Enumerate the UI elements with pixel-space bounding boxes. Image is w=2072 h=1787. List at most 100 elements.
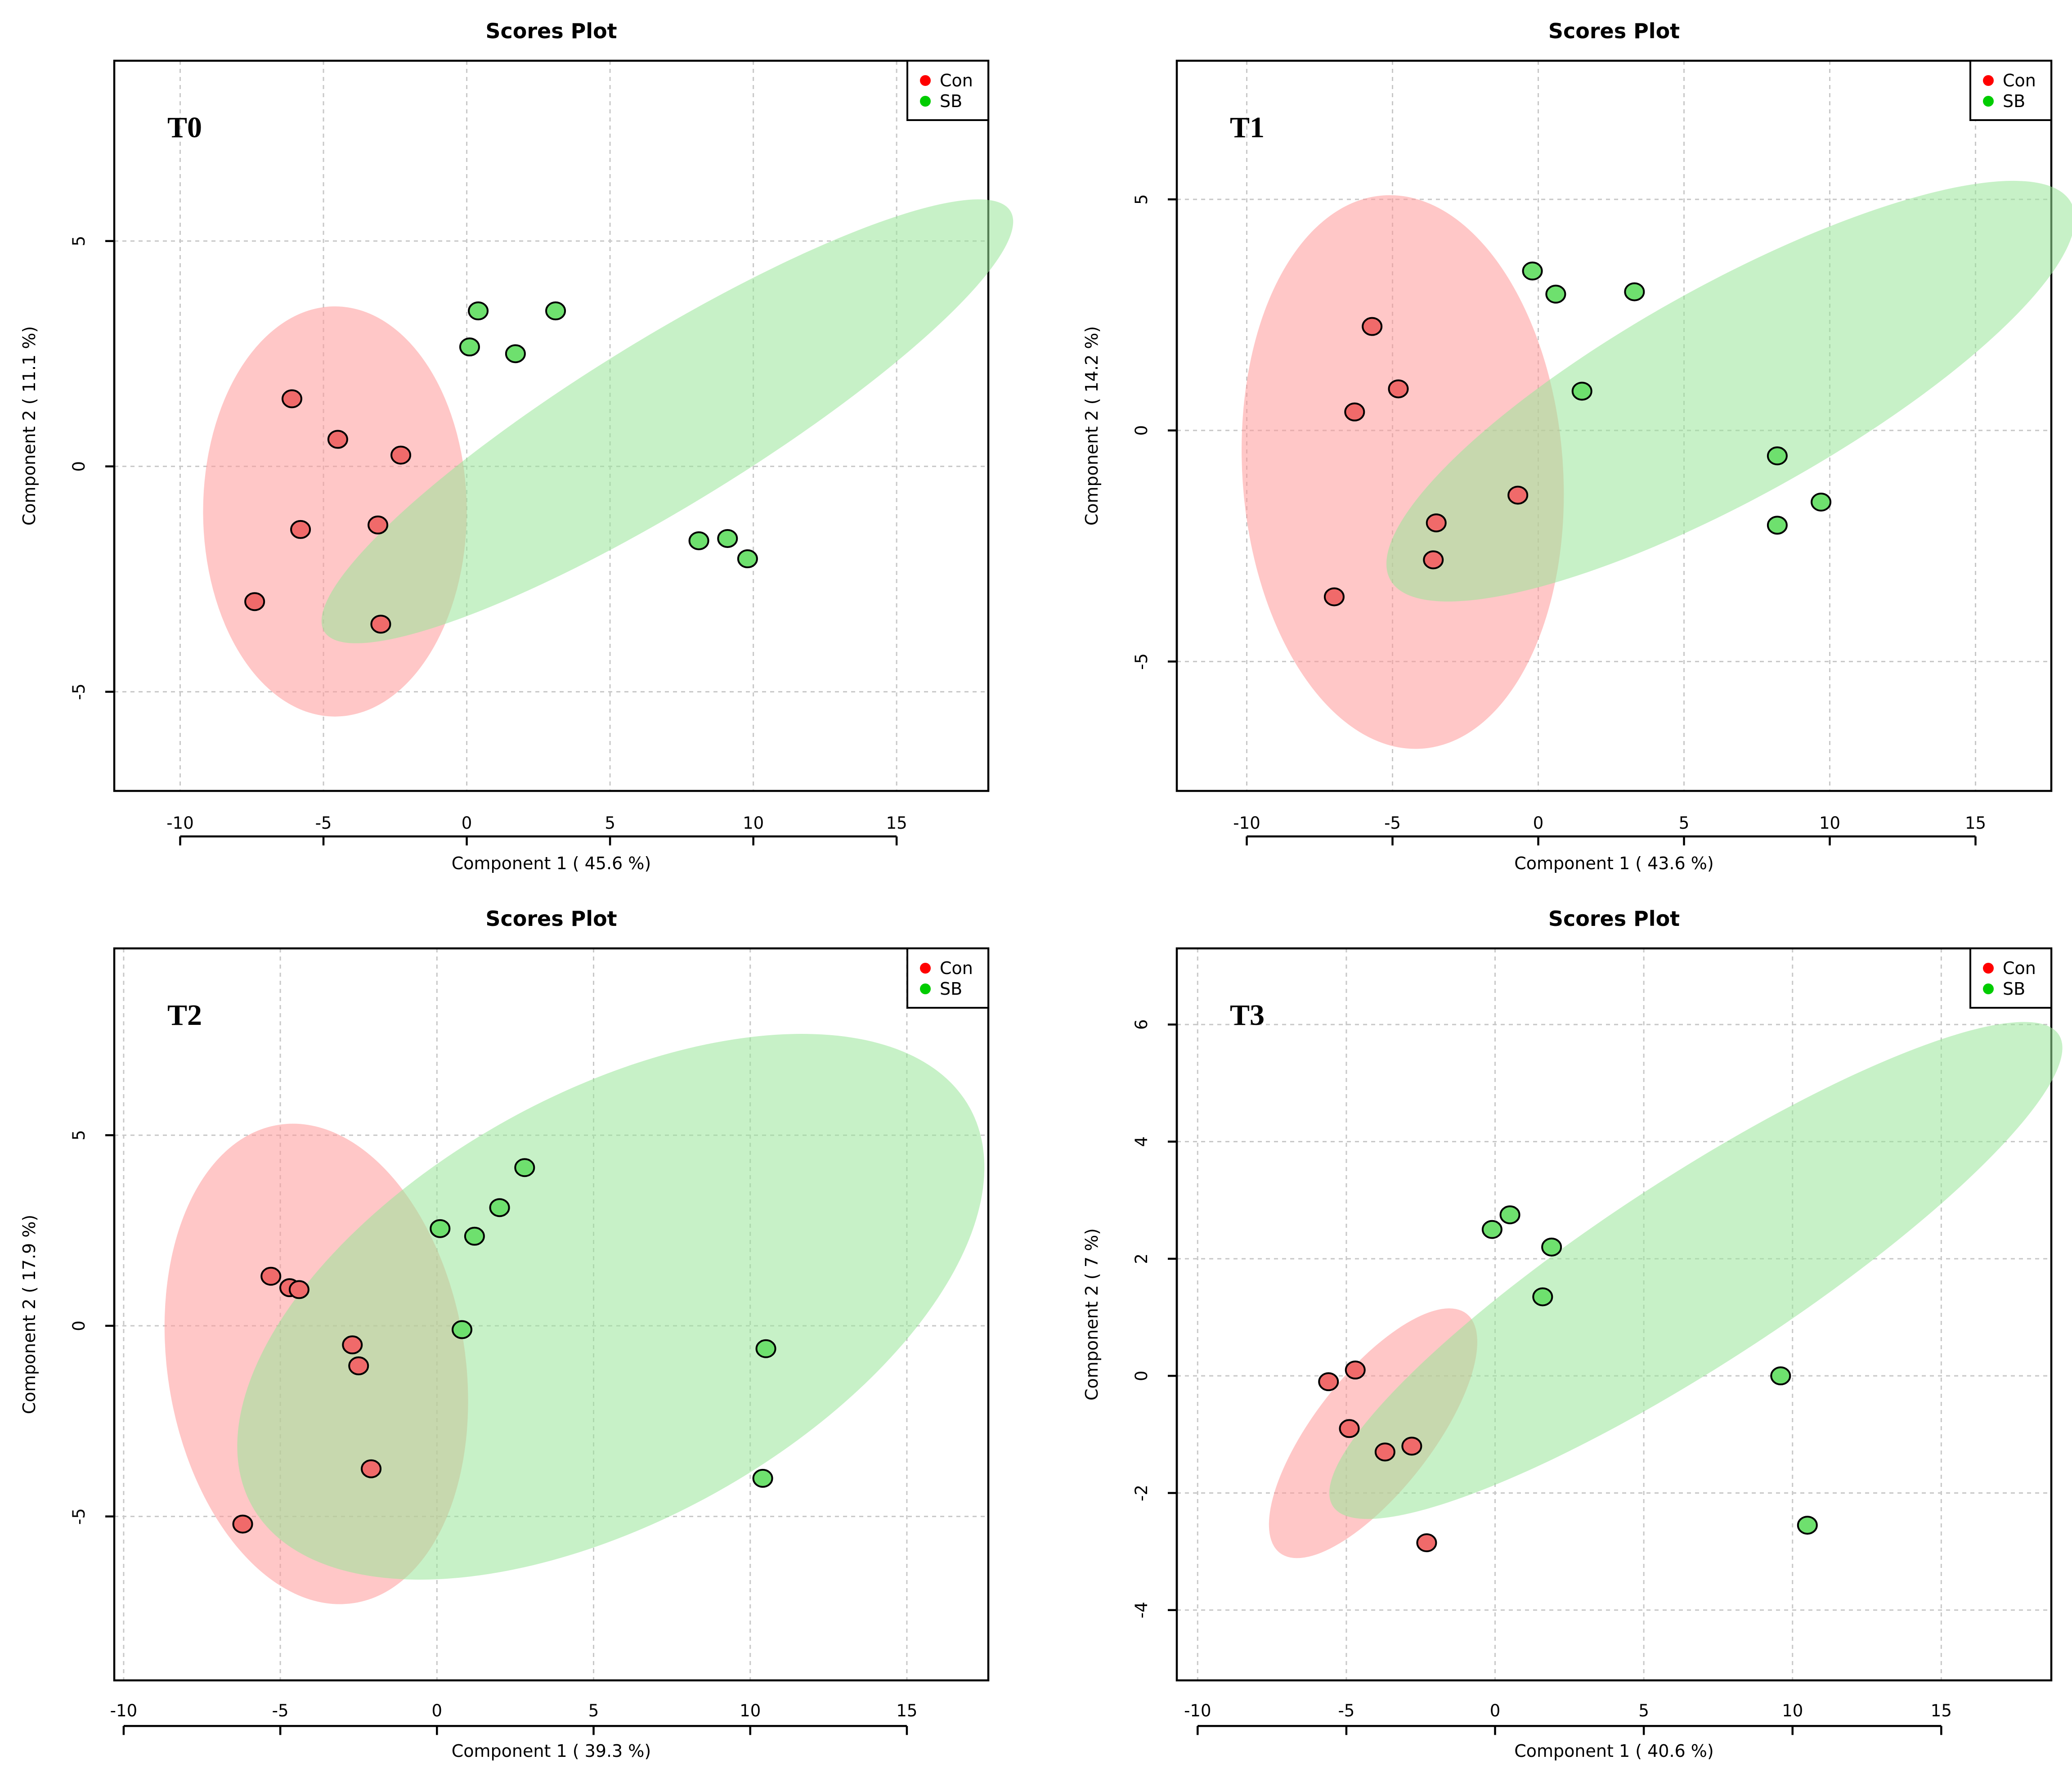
y-axis: -5 0 5 Component 2 ( 17.9 %): [19, 1130, 116, 1525]
data-point-sb: [1624, 282, 1645, 301]
y-tick-label: 0: [69, 461, 89, 472]
plot-title: Scores Plot: [1548, 19, 1680, 43]
y-tick-label: -4: [1132, 1602, 1151, 1618]
panel-label: T1: [1230, 111, 1265, 144]
legend-marker-con: [1983, 963, 1994, 974]
x-tick-label: 0: [1490, 1701, 1501, 1720]
panel-label: T3: [1230, 999, 1265, 1032]
data-point-sb: [737, 549, 758, 569]
data-point-con: [361, 1459, 382, 1478]
y-axis-label: Component 2 ( 14.2 %): [1082, 326, 1102, 525]
x-axis-label: Component 1 ( 40.6 %): [1514, 1741, 1713, 1761]
legend-label-sb: SB: [2003, 979, 2025, 999]
data-point-sb: [505, 344, 526, 364]
legend-box: [1969, 60, 2052, 121]
y-tick-label: -5: [69, 1508, 89, 1525]
plot-title: Scores Plot: [1548, 907, 1680, 931]
data-point-sb: [752, 1468, 773, 1488]
data-point-sb: [1797, 1516, 1818, 1535]
legend-label-con: Con: [2003, 958, 2036, 978]
x-axis: -10 -5 0 5 10 15 Component 1 ( 45.6 %): [166, 813, 907, 873]
data-point-con: [1323, 587, 1345, 606]
x-tick-label: 10: [743, 813, 764, 833]
data-point-sb: [1767, 446, 1788, 466]
plot-title: Scores Plot: [485, 19, 617, 43]
data-point-sb: [489, 1198, 510, 1217]
x-axis-label: Component 1 ( 43.6 %): [1514, 853, 1713, 873]
y-tick-label: 0: [1132, 425, 1151, 436]
data-point-sb: [1499, 1205, 1520, 1225]
data-point-con: [1401, 1437, 1422, 1456]
legend-label-sb: SB: [2003, 91, 2025, 111]
x-axis-label: Component 1 ( 45.6 %): [452, 853, 651, 873]
data-point-con: [390, 445, 412, 465]
data-point-con: [1423, 550, 1444, 570]
data-point-con: [232, 1514, 253, 1534]
data-point-con: [1339, 1419, 1360, 1438]
data-point-sb: [1481, 1220, 1502, 1239]
legend-marker-sb: [1983, 983, 1994, 994]
x-tick-label: -5: [1338, 1701, 1354, 1720]
data-point-sb: [1767, 516, 1788, 535]
confidence-ellipse-con: [1242, 195, 1564, 749]
data-point-sb: [717, 529, 738, 548]
scores-plot-panel-t2: Scores Plot -10 -5 0 5 10 15 Component 1 ( 39.3…: [19, 907, 990, 1761]
x-tick-label: 10: [740, 1701, 761, 1720]
x-tick-label: 5: [605, 813, 615, 833]
x-tick-label: 10: [1819, 813, 1840, 833]
x-tick-label: 0: [432, 1701, 443, 1720]
x-tick-label: -5: [315, 813, 332, 833]
data-point-con: [1426, 513, 1447, 533]
data-point-sb: [1571, 382, 1592, 401]
y-axis: -5 0 5 Component 2 ( 11.1 %): [19, 236, 116, 700]
x-tick-label: 15: [886, 813, 907, 833]
x-axis-label: Component 1 ( 39.3 %): [452, 1741, 651, 1761]
legend-box: [1969, 947, 2052, 1009]
data-point-sb: [464, 1226, 485, 1246]
data-point-con: [260, 1266, 282, 1286]
x-tick-label: 15: [1931, 1701, 1952, 1720]
y-tick-label: 6: [1132, 1019, 1151, 1030]
data-point-con: [1507, 485, 1529, 505]
scores-plot-panel-t3: Scores Plot -10 -5 0 5 10 15 Component 1 ( 40.6…: [1082, 907, 2063, 1761]
x-axis: -10 -5 0 5 10 15 Component 1 ( 40.6 %): [1184, 1701, 1952, 1761]
data-point-con: [244, 592, 265, 611]
data-point-con: [1416, 1533, 1437, 1553]
data-point-con: [1318, 1372, 1339, 1392]
data-point-sb: [459, 337, 480, 357]
y-tick-label: 4: [1132, 1136, 1151, 1147]
y-tick-label: 5: [1132, 194, 1151, 205]
y-axis-label: Component 2 ( 11.1 %): [19, 326, 39, 525]
data-point-sb: [688, 531, 709, 550]
legend-marker-con: [920, 963, 931, 974]
legend-label-sb: SB: [940, 91, 962, 111]
confidence-ellipse-sb: [237, 1034, 985, 1580]
legend-box: [906, 947, 989, 1009]
y-tick-label: 5: [69, 236, 89, 247]
data-point-sb: [468, 301, 489, 321]
x-tick-label: -10: [166, 813, 193, 833]
data-point-con: [1374, 1442, 1395, 1462]
y-tick-label: -5: [69, 683, 89, 700]
confidence-ellipse-sb: [1329, 1022, 2063, 1519]
data-point-sb: [1770, 1366, 1791, 1386]
data-point-con: [1345, 1360, 1366, 1380]
x-tick-label: -5: [1384, 813, 1401, 833]
data-point-con: [370, 615, 391, 634]
y-tick-label: -5: [1132, 653, 1151, 670]
x-tick-label: 0: [462, 813, 472, 833]
data-point-con: [281, 389, 302, 409]
y-tick-label: 0: [69, 1320, 89, 1331]
data-point-sb: [755, 1339, 776, 1358]
legend-marker-sb: [1983, 96, 1994, 107]
x-tick-label: 0: [1533, 813, 1544, 833]
x-tick-label: -10: [110, 1701, 137, 1720]
legend-marker-con: [1983, 75, 1994, 86]
data-point-sb: [1532, 1287, 1553, 1307]
x-tick-label: 5: [1638, 1701, 1649, 1720]
y-axis: -4 -2 0 2 4 6 Component 2 ( 7 %): [1082, 1019, 1178, 1618]
data-point-con: [348, 1356, 369, 1375]
